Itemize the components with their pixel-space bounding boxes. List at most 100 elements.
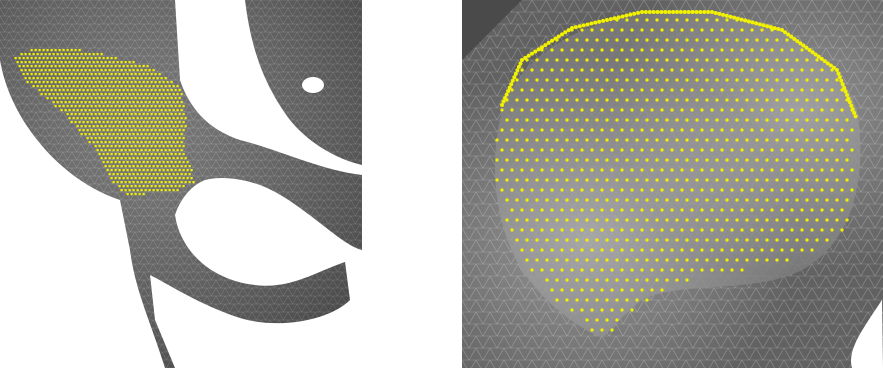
mesh-point xyxy=(78,121,81,124)
mesh-point xyxy=(680,228,684,232)
mesh-point xyxy=(176,117,179,120)
mesh-point xyxy=(182,121,185,124)
mesh-point xyxy=(530,128,534,132)
mesh-point xyxy=(108,109,111,112)
mesh-point xyxy=(142,153,145,156)
mesh-point xyxy=(90,105,93,108)
mesh-point xyxy=(775,158,779,162)
mesh-point xyxy=(110,73,113,76)
mesh-point xyxy=(158,97,161,100)
mesh-point xyxy=(142,65,145,68)
mesh-point xyxy=(600,68,604,72)
mesh-point xyxy=(690,28,694,32)
mesh-point xyxy=(72,101,75,104)
mesh-point xyxy=(180,181,183,184)
mesh-point xyxy=(785,198,789,202)
mesh-point xyxy=(82,57,85,60)
mesh-point xyxy=(815,98,819,102)
mesh-point xyxy=(800,128,804,132)
mesh-point xyxy=(695,258,699,262)
mesh-point xyxy=(805,158,809,162)
mesh-point xyxy=(72,53,75,56)
mesh-point xyxy=(162,185,165,188)
mesh-point xyxy=(535,178,539,182)
mesh-point xyxy=(84,109,87,112)
mesh-point xyxy=(148,181,151,184)
mesh-point xyxy=(110,89,113,92)
mesh-point xyxy=(130,81,133,84)
mesh-point xyxy=(825,238,829,242)
mesh-point xyxy=(635,258,639,262)
mesh-point xyxy=(810,50,815,55)
mesh-point xyxy=(695,198,699,202)
mesh-point xyxy=(122,177,125,180)
mesh-point xyxy=(615,78,619,82)
mesh-point xyxy=(28,69,31,72)
mesh-point xyxy=(106,73,109,76)
mesh-point xyxy=(750,248,754,252)
mesh-point xyxy=(585,98,589,102)
mesh-point xyxy=(184,165,187,168)
mesh-point xyxy=(515,68,520,73)
mesh-point xyxy=(130,193,133,196)
mesh-point xyxy=(20,53,23,56)
mesh-point xyxy=(34,73,37,76)
mesh-point xyxy=(114,81,117,84)
mesh-point xyxy=(755,58,759,62)
mesh-point xyxy=(650,268,654,272)
mesh-point xyxy=(690,228,694,232)
mesh-point xyxy=(104,133,107,136)
mesh-point xyxy=(650,128,654,132)
mesh-point xyxy=(116,157,119,160)
mesh-point xyxy=(72,77,75,80)
mesh-point xyxy=(166,153,169,156)
mesh-point xyxy=(545,258,549,262)
mesh-point xyxy=(40,53,43,56)
mesh-point xyxy=(68,93,71,96)
mesh-point xyxy=(728,14,733,19)
mesh-point xyxy=(605,238,609,242)
mesh-point xyxy=(32,77,35,80)
mesh-point xyxy=(168,133,171,136)
mesh-point xyxy=(132,189,135,192)
mesh-point xyxy=(745,178,749,182)
mesh-point xyxy=(560,128,564,132)
mesh-point xyxy=(136,109,139,112)
mesh-point xyxy=(142,177,145,180)
mesh-point xyxy=(715,198,719,202)
mesh-point xyxy=(146,97,149,100)
mesh-point xyxy=(760,108,764,112)
mesh-point xyxy=(118,161,121,164)
mesh-point xyxy=(540,68,544,72)
mesh-point xyxy=(535,218,539,222)
mesh-point xyxy=(665,18,669,22)
mesh-point xyxy=(695,158,699,162)
mesh-point xyxy=(104,165,107,168)
mesh-point xyxy=(850,188,854,192)
mesh-point xyxy=(750,28,754,32)
mesh-point xyxy=(525,198,529,202)
mesh-point xyxy=(680,148,684,152)
mesh-point xyxy=(600,328,604,332)
mesh-point xyxy=(164,173,167,176)
mesh-point xyxy=(590,168,594,172)
mesh-point xyxy=(845,93,849,97)
mesh-point xyxy=(810,188,814,192)
mesh-point xyxy=(104,85,107,88)
mesh-point xyxy=(100,85,103,88)
mesh-point xyxy=(512,75,517,80)
mesh-point xyxy=(675,18,679,22)
mesh-point xyxy=(178,177,181,180)
mesh-point xyxy=(801,43,806,48)
mesh-point xyxy=(770,228,774,232)
mesh-point xyxy=(148,141,151,144)
mesh-point xyxy=(136,133,139,136)
mesh-point xyxy=(152,181,155,184)
mesh-point xyxy=(530,168,534,172)
mesh-point xyxy=(495,178,499,182)
mesh-point xyxy=(70,121,73,124)
mesh-point xyxy=(805,198,809,202)
mesh-point xyxy=(615,218,619,222)
mesh-point xyxy=(112,141,115,144)
mesh-point xyxy=(570,268,574,272)
